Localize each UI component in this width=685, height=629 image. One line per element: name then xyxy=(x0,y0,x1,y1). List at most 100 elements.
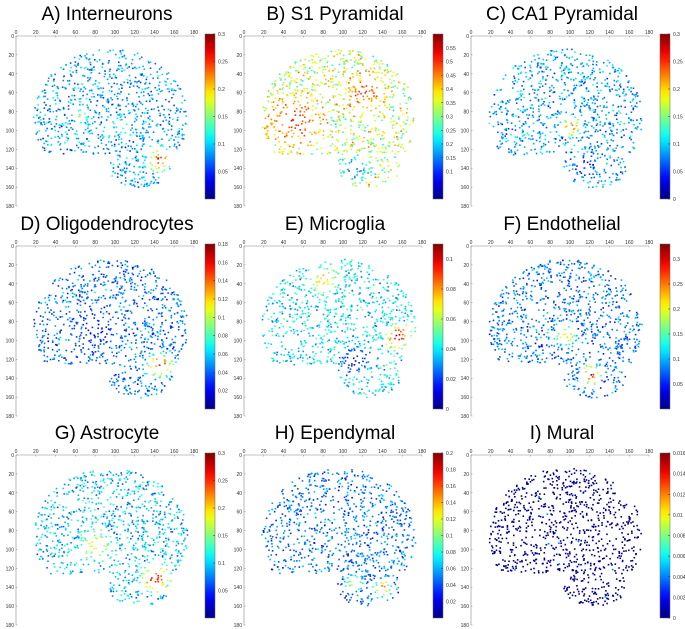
y-tick-label: 0 xyxy=(239,244,242,250)
scatter-point xyxy=(625,113,628,115)
scatter-point xyxy=(285,104,287,106)
scatter-point xyxy=(361,350,364,353)
scatter-point xyxy=(172,363,175,366)
scatter-point xyxy=(144,88,146,90)
scatter-point xyxy=(350,305,353,308)
scatter-point xyxy=(571,262,573,265)
scatter-point xyxy=(123,167,126,169)
scatter-point xyxy=(605,346,607,349)
scatter-point xyxy=(580,84,583,87)
scatter-point xyxy=(640,128,642,131)
scatter-point xyxy=(295,269,298,272)
scatter-point xyxy=(523,270,525,273)
scatter-point xyxy=(56,87,59,90)
scatter-point xyxy=(53,314,55,317)
scatter-point xyxy=(363,130,366,132)
scatter-point xyxy=(337,284,340,286)
scatter-point xyxy=(304,312,307,315)
scatter-point xyxy=(581,80,584,83)
scatter-point xyxy=(147,86,150,89)
scatter-point xyxy=(352,184,354,186)
scatter-point xyxy=(152,360,155,363)
x-tick-label: 20 xyxy=(488,30,494,36)
scatter-point xyxy=(67,105,70,107)
scatter-point xyxy=(400,146,402,148)
scatter-point xyxy=(383,278,385,281)
scatter-point xyxy=(373,145,376,148)
scatter-point xyxy=(136,305,139,308)
scatter-point xyxy=(383,115,386,118)
scatter-point xyxy=(358,102,361,104)
scatter-point xyxy=(102,352,105,354)
colorbar-tick-label: 0.15 xyxy=(673,115,683,121)
scatter-point xyxy=(273,85,276,88)
scatter-point xyxy=(335,362,337,365)
scatter-point xyxy=(126,81,129,84)
scatter-point xyxy=(286,94,289,97)
scatter-point xyxy=(262,106,265,108)
scatter-point xyxy=(90,129,92,132)
scatter-point xyxy=(107,82,110,85)
scatter-point xyxy=(634,105,636,107)
scatter-point xyxy=(386,276,389,279)
scatter-point xyxy=(404,343,407,346)
scatter-point xyxy=(613,84,616,86)
scatter-point xyxy=(319,298,321,301)
scatter-point xyxy=(143,159,146,162)
scatter-point xyxy=(115,345,117,347)
scatter-point xyxy=(63,357,65,359)
scatter-point xyxy=(178,326,180,328)
scatter-point xyxy=(316,281,319,284)
scatter-point xyxy=(154,179,157,181)
scatter-point xyxy=(595,129,597,131)
scatter-point xyxy=(390,106,393,109)
scatter-point xyxy=(133,165,135,168)
scatter-point xyxy=(117,172,119,175)
scatter-point xyxy=(372,340,374,343)
scatter-point xyxy=(511,114,514,116)
scatter-point xyxy=(566,385,568,387)
scatter-point xyxy=(612,66,614,69)
scatter-point xyxy=(72,71,74,73)
scatter-point xyxy=(574,116,576,119)
scatter-point xyxy=(301,84,303,86)
scatter-point xyxy=(592,117,594,119)
scatter-point xyxy=(563,89,566,91)
scatter-point xyxy=(346,308,349,311)
scatter-point xyxy=(57,141,60,143)
scatter-point xyxy=(393,301,395,304)
scatter-point xyxy=(363,392,365,394)
scatter-point xyxy=(141,155,144,157)
scatter-point xyxy=(294,127,297,129)
scatter-point xyxy=(571,92,574,95)
scatter-point xyxy=(83,353,86,355)
scatter-point xyxy=(383,151,386,154)
scatter-point xyxy=(596,61,598,63)
scatter-point xyxy=(523,96,525,99)
scatter-point xyxy=(131,179,134,182)
scatter-point xyxy=(376,86,378,89)
scatter-point xyxy=(536,93,539,96)
scatter-point xyxy=(537,98,540,101)
scatter-point xyxy=(176,312,179,314)
scatter-point xyxy=(183,330,186,332)
scatter-point xyxy=(313,72,316,74)
scatter-point xyxy=(262,335,264,337)
scatter-point xyxy=(166,368,169,371)
scatter-point xyxy=(618,88,620,90)
scatter-point xyxy=(302,64,305,66)
scatter-point xyxy=(106,305,108,307)
scatter-point xyxy=(351,268,354,270)
scatter-point xyxy=(161,343,164,345)
scatter-point xyxy=(565,125,568,127)
scatter-point xyxy=(537,54,539,56)
scatter-point xyxy=(596,86,598,88)
scatter-point xyxy=(619,161,622,164)
scatter-point xyxy=(343,66,345,69)
scatter-point xyxy=(351,290,354,293)
scatter-point xyxy=(355,59,357,62)
scatter-point xyxy=(553,150,555,153)
scatter-point xyxy=(615,80,618,83)
scatter-point xyxy=(612,172,614,175)
scatter-point xyxy=(387,349,389,352)
